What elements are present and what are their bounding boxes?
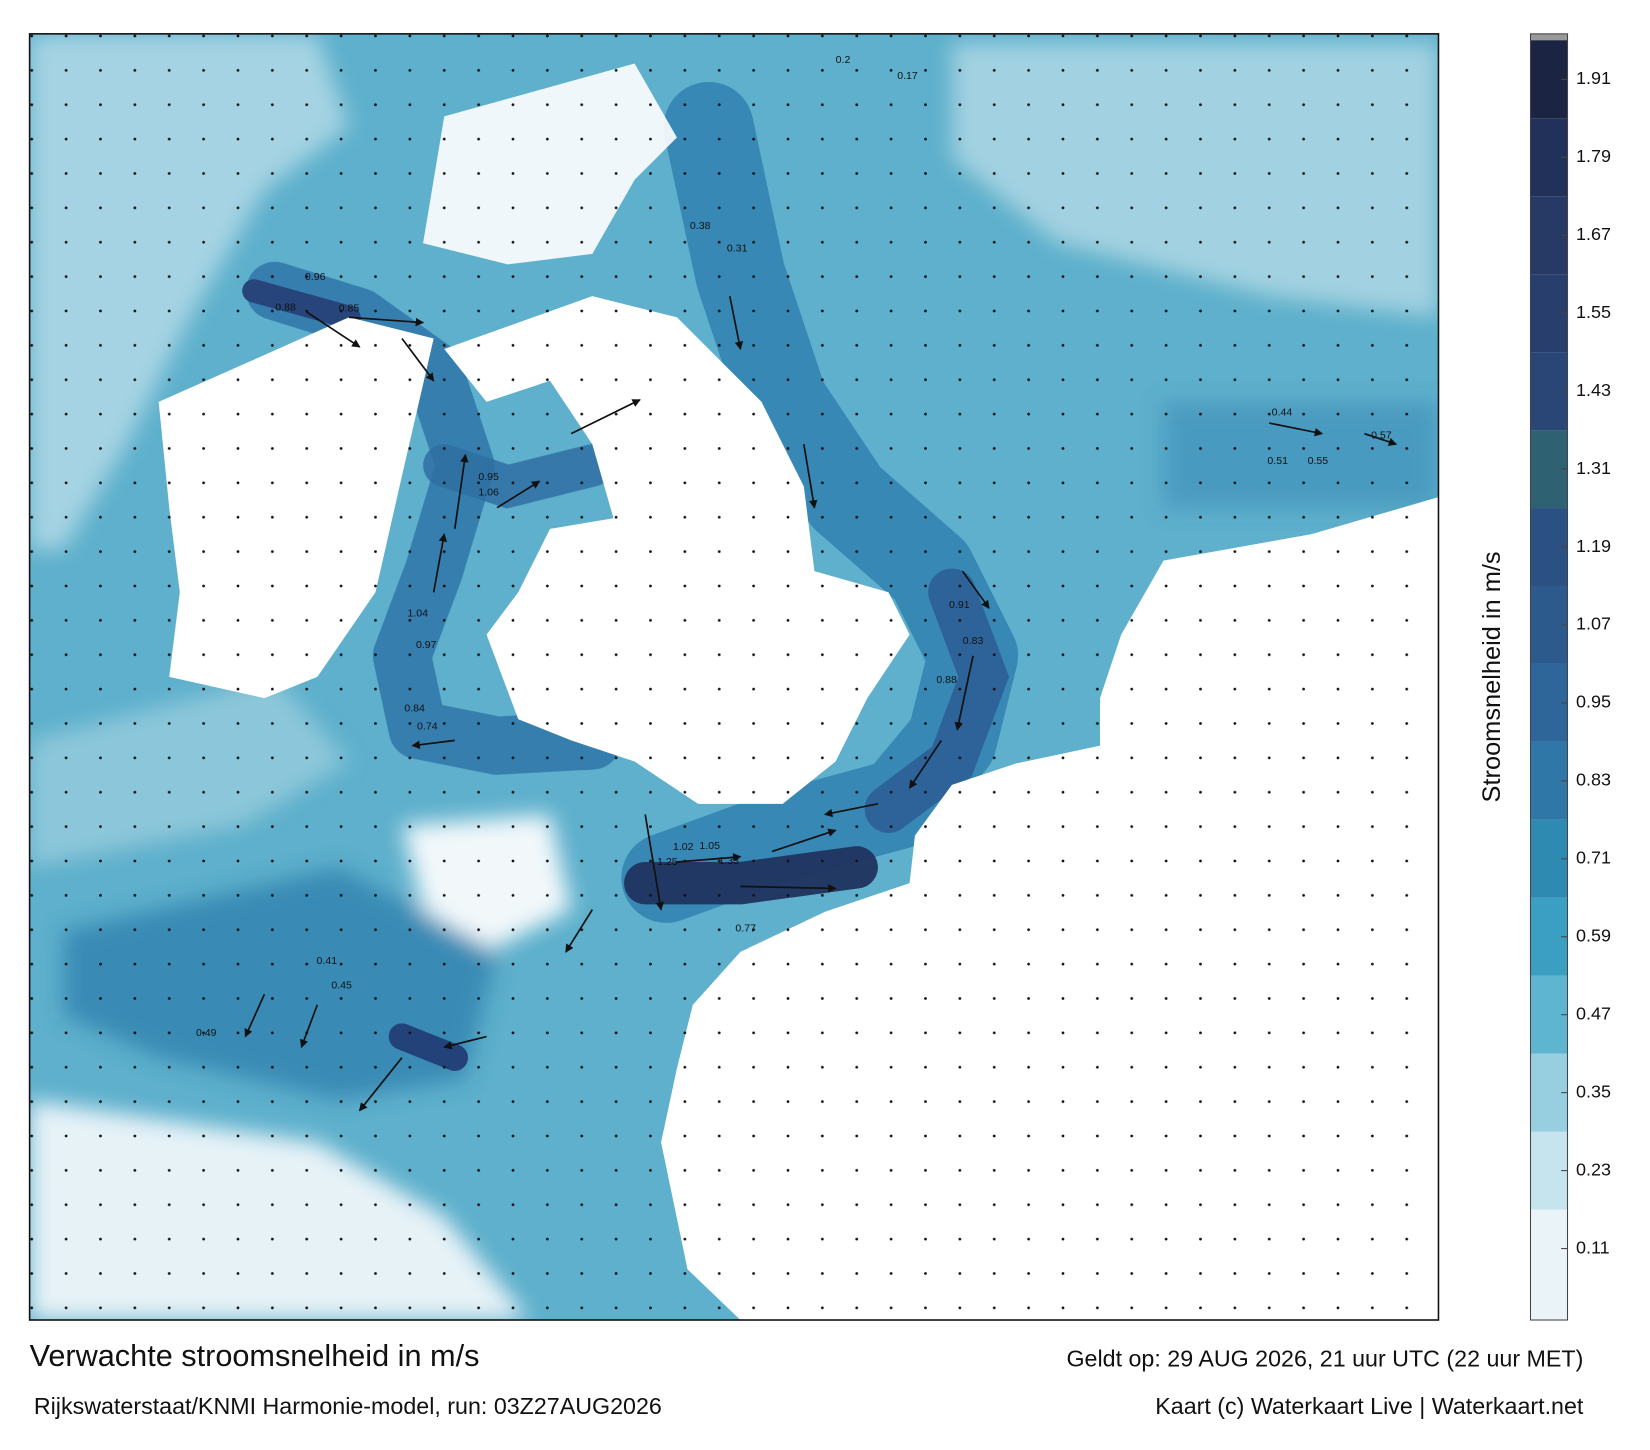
speed-label: 0.17 bbox=[897, 70, 918, 82]
speed-label: 0.96 bbox=[305, 271, 326, 283]
map-credit: Kaart (c) Waterkaart Live | Waterkaart.n… bbox=[1155, 1393, 1584, 1419]
colorbar-label: Stroomsnelheid in m/s bbox=[1478, 551, 1506, 802]
speed-label: 1.33 bbox=[718, 855, 739, 867]
colorbar: 0.11 0.23 0.35 0.47 0.59 0.71 0.83 0.95 1.07 1.19… bbox=[1530, 33, 1611, 1321]
speed-label: 0.51 bbox=[1267, 455, 1288, 467]
colorbar-tick-label: 1.91 bbox=[1576, 68, 1611, 88]
scaled-layout: 0.88 0.96 0.85 0.95 1.06 1.04 0.97 0.84 0.74 0.91… bbox=[28, 33, 1611, 1419]
colorbar-tick-label: 0.95 bbox=[1576, 692, 1611, 712]
valid-time: Geldt op: 29 AUG 2026, 21 uur UTC (22 uu… bbox=[1066, 1345, 1583, 1371]
colorbar-tick-label: 0.71 bbox=[1576, 848, 1611, 868]
speed-label: 0.57 bbox=[1371, 430, 1392, 442]
speed-label: 0.85 bbox=[339, 303, 360, 315]
current-arrows bbox=[244, 295, 1398, 1112]
colorbar-tick-label: 0.35 bbox=[1576, 1081, 1611, 1101]
speed-label: 0.97 bbox=[416, 639, 437, 651]
colorbar-tick-label: 1.55 bbox=[1576, 302, 1611, 322]
colorbar-tick-label: 1.31 bbox=[1576, 458, 1611, 478]
speed-label: 0.83 bbox=[963, 635, 984, 647]
colorbar-tick-label: 0.11 bbox=[1576, 1237, 1610, 1257]
speed-label: 0.31 bbox=[727, 242, 748, 254]
colorbar-tick-label: 1.67 bbox=[1576, 224, 1611, 244]
colorbar-frame bbox=[1529, 33, 1569, 1321]
speed-label: 0.74 bbox=[417, 720, 438, 732]
colorbar-tick-label: 0.47 bbox=[1576, 1003, 1611, 1023]
colorbar-tick-label: 0.23 bbox=[1576, 1159, 1611, 1179]
speed-label: 0.38 bbox=[690, 220, 711, 232]
colorbar-tick-label: 1.43 bbox=[1576, 380, 1611, 400]
speed-label: 1.06 bbox=[478, 487, 499, 499]
colorbar-tick-label: 0.59 bbox=[1576, 926, 1611, 946]
speed-label: 0.95 bbox=[478, 471, 499, 483]
colorbar-tick-label: 0.83 bbox=[1576, 770, 1611, 790]
speed-label: 0.41 bbox=[317, 955, 338, 967]
map-title: Verwachte stroomsnelheid in m/s bbox=[30, 1339, 480, 1373]
model-source: Rijkswaterstaat/KNMI Harmonie-model, run… bbox=[34, 1393, 662, 1419]
speed-labels: 0.88 0.96 0.85 0.95 1.06 1.04 0.97 0.84 0.74 0.91… bbox=[196, 54, 1392, 1039]
speed-label: 1.04 bbox=[408, 607, 429, 619]
speed-label: 1.25 bbox=[657, 856, 678, 868]
speed-label: 0.44 bbox=[1272, 406, 1293, 418]
colorbar-tick-label: 1.79 bbox=[1576, 146, 1611, 166]
speed-label: 0.91 bbox=[949, 599, 970, 611]
colorbar-cap bbox=[1530, 33, 1568, 42]
speed-label: 1.05 bbox=[699, 840, 720, 852]
map-frame bbox=[28, 33, 1440, 1321]
speed-label: 0.55 bbox=[1308, 455, 1329, 467]
speed-label: 1.02 bbox=[673, 841, 694, 853]
map-area: 0.88 0.96 0.85 0.95 1.06 1.04 0.97 0.84 0.74 0.91… bbox=[29, 33, 1439, 1321]
speed-label: 0.49 bbox=[196, 1027, 217, 1039]
speed-label: 0.45 bbox=[331, 980, 352, 992]
speed-label: 0.77 bbox=[735, 922, 756, 934]
vector-grid bbox=[29, 33, 1439, 1321]
colorbar-tick-label: 1.07 bbox=[1576, 614, 1611, 634]
colorbar-tick-label: 1.19 bbox=[1576, 536, 1611, 556]
speed-label: 0.84 bbox=[404, 702, 425, 714]
speed-label: 0.88 bbox=[936, 674, 957, 686]
speed-label: 0.2 bbox=[836, 54, 851, 66]
speed-label: 0.88 bbox=[275, 302, 296, 314]
